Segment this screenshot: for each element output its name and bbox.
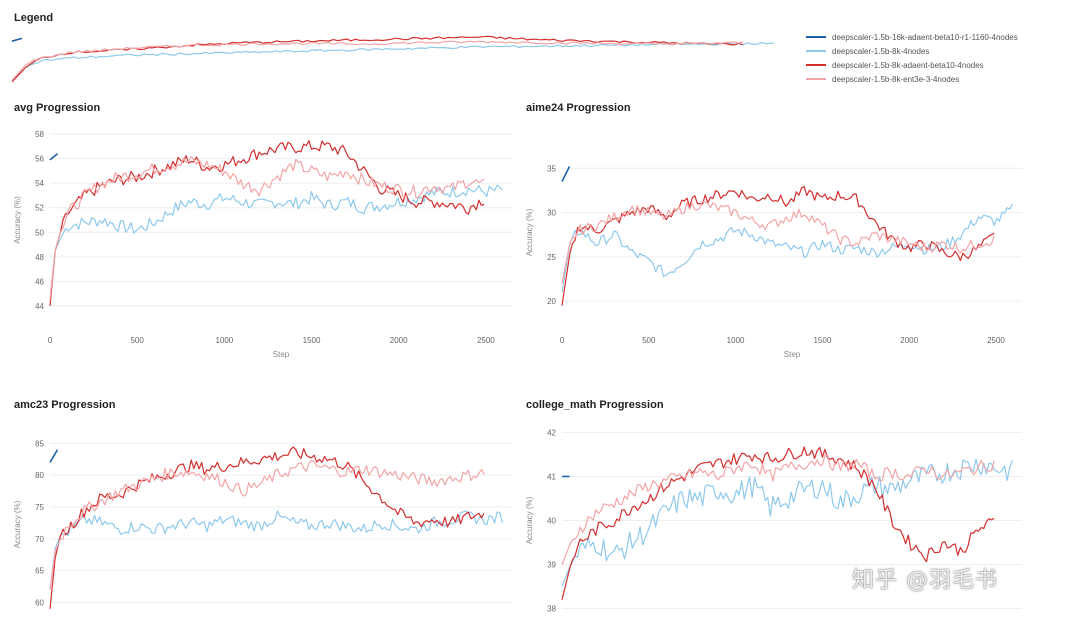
chart-2: 60 65 70 75 80 85 Accuracy (%) xyxy=(13,439,512,609)
x-axis-label: Step xyxy=(273,350,290,359)
series-line-1 xyxy=(561,166,571,182)
y-tick-label: 58 xyxy=(35,130,44,139)
y-tick-label: 50 xyxy=(35,228,44,237)
y-tick-label: 20 xyxy=(547,297,556,306)
legend-swatch-4 xyxy=(806,78,826,80)
y-axis-label: Accuracy (%) xyxy=(525,208,534,256)
aime24-chart-title: aime24 Progression xyxy=(526,102,631,114)
series-line-1 xyxy=(11,37,23,42)
y-tick-label: 65 xyxy=(35,567,44,576)
legend-item-2[interactable]: deepscaler-1.5b-8k-4nodes xyxy=(806,44,1026,58)
x-tick-label: 1000 xyxy=(215,336,233,345)
legend-item-3[interactable]: deepscaler-1.5b-8k-adaent-beta10-4nodes xyxy=(806,58,1026,72)
y-tick-label: 30 xyxy=(547,209,556,218)
y-tick-label: 40 xyxy=(547,517,556,526)
x-tick-label: 2000 xyxy=(390,336,408,345)
series-line-4 xyxy=(561,454,995,565)
series-line-4 xyxy=(561,200,995,284)
x-tick-label: 0 xyxy=(48,336,53,345)
y-tick-label: 44 xyxy=(35,302,44,311)
y-tick-label: 25 xyxy=(547,253,556,262)
x-tick-label: 1500 xyxy=(303,336,321,345)
legend-label-4: deepscaler-1.5b-8k-ent3e-3-4nodes xyxy=(832,74,960,84)
x-tick-label: 0 xyxy=(560,336,565,345)
legend: deepscaler-1.5b-16k-adaent-beta10-r1-116… xyxy=(806,30,1026,86)
series-line-4 xyxy=(11,40,744,81)
y-tick-label: 70 xyxy=(35,535,44,544)
y-tick-label: 35 xyxy=(547,164,556,173)
legend-label-2: deepscaler-1.5b-8k-4nodes xyxy=(832,46,930,56)
legend-swatch-3 xyxy=(806,64,826,66)
y-tick-label: 52 xyxy=(35,204,44,213)
avg-chart-title: avg Progression xyxy=(14,102,101,114)
y-axis-label: Accuracy (%) xyxy=(13,196,22,244)
x-tick-label: 500 xyxy=(642,336,656,345)
y-tick-label: 46 xyxy=(35,277,44,286)
chart-0: 44 46 48 50 52 54 56 58 0 500 1000 1500 2000 2500 Step… xyxy=(13,130,512,359)
y-axis-label: Accuracy (%) xyxy=(525,496,534,544)
series-line-3 xyxy=(49,446,485,609)
y-tick-label: 38 xyxy=(547,605,556,614)
y-tick-label: 80 xyxy=(35,471,44,480)
series-line-2 xyxy=(561,458,1014,587)
x-tick-label: 2500 xyxy=(987,336,1005,345)
chart-3: 38 39 40 41 42 Accuracy (%) xyxy=(525,428,1022,614)
y-tick-label: 41 xyxy=(547,472,556,481)
amc23-chart-title: amc23 Progression xyxy=(14,399,116,411)
y-tick-label: 60 xyxy=(35,598,44,607)
series-line-1 xyxy=(49,153,58,161)
series-line-3 xyxy=(49,140,485,306)
y-tick-label: 56 xyxy=(35,155,44,164)
series-line-2 xyxy=(49,510,503,590)
y-tick-label: 48 xyxy=(35,253,44,262)
series-line-1 xyxy=(49,449,59,463)
legend-item-4[interactable]: deepscaler-1.5b-8k-ent3e-3-4nodes xyxy=(806,72,1026,86)
x-tick-label: 1500 xyxy=(813,336,831,345)
series-line-2 xyxy=(561,203,1014,293)
legend-label-1: deepscaler-1.5b-16k-adaent-beta10-r1-116… xyxy=(832,32,1018,42)
series-line-3 xyxy=(561,186,995,306)
college-math-chart-title: college_math Progression xyxy=(526,399,664,411)
legend-label-3: deepscaler-1.5b-8k-adaent-beta10-4nodes xyxy=(832,60,984,70)
legend-swatch-1 xyxy=(806,36,826,38)
x-tick-label: 500 xyxy=(130,336,144,345)
y-tick-label: 42 xyxy=(547,428,556,437)
x-tick-label: 1000 xyxy=(727,336,745,345)
series-line-4 xyxy=(49,155,485,300)
y-tick-label: 39 xyxy=(547,561,556,570)
x-tick-label: 2000 xyxy=(900,336,918,345)
chart-1: 20 25 30 35 0 500 1000 1500 2000 2500 Step Accuracy… xyxy=(525,164,1022,359)
series-line-4 xyxy=(49,460,485,590)
legend-title: Legend xyxy=(14,12,54,24)
x-axis-label: Step xyxy=(784,350,801,359)
y-tick-label: 75 xyxy=(35,503,44,512)
series-line-2 xyxy=(11,42,774,83)
legend-item-1[interactable]: deepscaler-1.5b-16k-adaent-beta10-r1-116… xyxy=(806,30,1026,44)
y-tick-label: 54 xyxy=(35,179,44,188)
series-line-2 xyxy=(49,184,503,300)
series-line-3 xyxy=(561,446,995,600)
watermark: 知乎 @羽毛书 xyxy=(852,568,998,593)
legend-swatch-2 xyxy=(806,50,826,52)
x-tick-label: 2500 xyxy=(477,336,495,345)
chart-4 xyxy=(11,35,774,83)
y-tick-label: 85 xyxy=(35,439,44,448)
y-axis-label: Accuracy (%) xyxy=(13,500,22,548)
